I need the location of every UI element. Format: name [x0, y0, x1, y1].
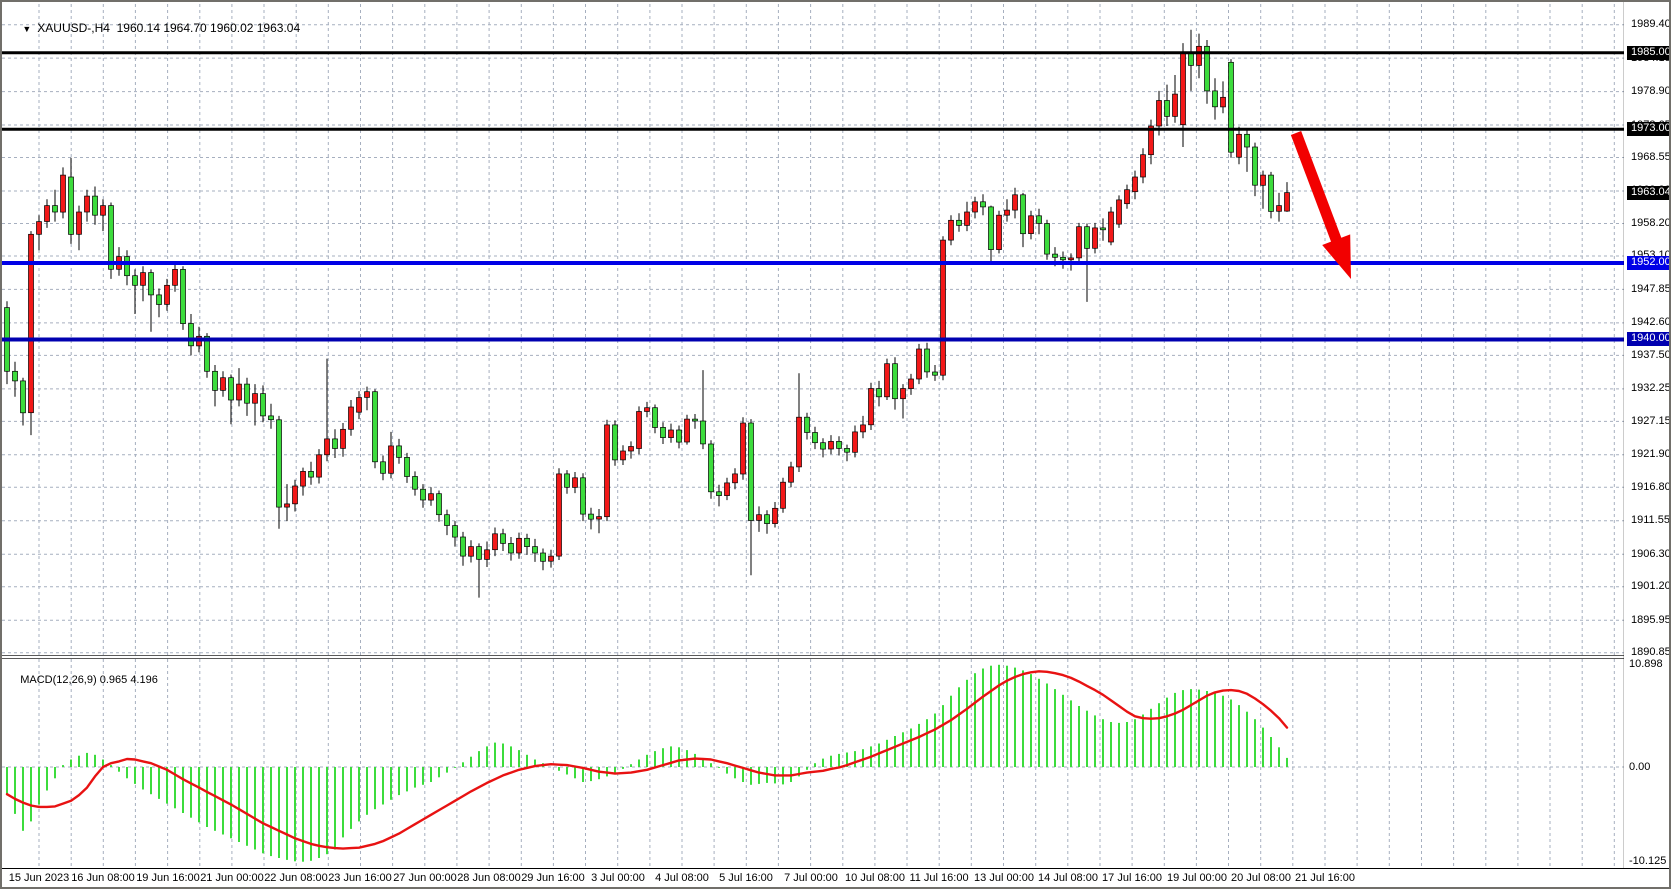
- price-grid-label: 1932.25: [1631, 382, 1671, 395]
- price-grid-label: 1916.80: [1631, 480, 1671, 493]
- time-axis[interactable]: [2, 869, 1669, 887]
- time-axis-label: 10 Jul 08:00: [845, 872, 905, 884]
- price-level-badge: 1985.00: [1627, 45, 1669, 60]
- time-axis-label: 29 Jun 16:00: [521, 872, 585, 884]
- price-level-badge: 1952.00: [1627, 255, 1669, 270]
- price-grid-label: 1989.40: [1631, 18, 1671, 31]
- price-grid-label: 1947.85: [1631, 282, 1671, 295]
- time-axis-label: 21 Jul 16:00: [1295, 872, 1355, 884]
- time-axis-label: 4 Jul 08:00: [655, 872, 709, 884]
- price-level-badge: 1940.00: [1627, 332, 1669, 347]
- time-axis-label: 11 Jul 16:00: [909, 872, 969, 884]
- time-axis-label: 28 Jun 08:00: [457, 872, 521, 884]
- symbol-dropdown-icon[interactable]: ▼: [22, 24, 32, 34]
- macd-scale-max: 10.898: [1629, 658, 1663, 671]
- time-axis-label: 3 Jul 00:00: [591, 872, 645, 884]
- time-axis-label: 15 Jun 2023: [8, 872, 70, 884]
- price-grid-label: 1921.90: [1631, 448, 1671, 461]
- macd-scale-min: -10.125: [1629, 855, 1667, 868]
- macd-signal-value: 4.196: [130, 674, 158, 686]
- macd-scale-zero: 0.00: [1629, 760, 1651, 773]
- time-axis-label: 17 Jul 16:00: [1102, 872, 1162, 884]
- price-grid-label: 1911.55: [1631, 514, 1670, 527]
- time-axis-label: 23 Jun 16:00: [328, 872, 392, 884]
- price-grid-label: 1906.30: [1631, 547, 1671, 560]
- chart-title: ▼ XAUUSD-,H4 1960.14 1964.70 1960.02 1963…: [9, 7, 300, 49]
- price-grid-label: 1895.95: [1631, 613, 1671, 626]
- time-axis-label: 20 Jul 08:00: [1231, 872, 1291, 884]
- price-level-badge: 1963.04: [1627, 185, 1669, 200]
- time-axis-label: 22 Jun 08:00: [264, 872, 328, 884]
- time-axis-label: 13 Jul 00:00: [974, 872, 1034, 884]
- price-grid-label: 1968.55: [1631, 151, 1671, 164]
- time-axis-label: 16 Jun 08:00: [71, 872, 135, 884]
- price-grid-label: 1978.90: [1631, 85, 1671, 98]
- time-axis-label: 19 Jun 16:00: [136, 872, 200, 884]
- price-grid-label: 1890.85: [1631, 646, 1671, 659]
- price-level-badge: 1973.00: [1627, 122, 1669, 137]
- time-axis-label: 21 Jun 00:00: [200, 872, 264, 884]
- time-axis-label: 5 Jul 16:00: [719, 872, 773, 884]
- macd-name: MACD(12,26,9): [20, 674, 97, 686]
- time-axis-label: 19 Jul 00:00: [1167, 872, 1227, 884]
- price-grid-label: 1937.50: [1631, 348, 1671, 361]
- price-grid-label: 1958.20: [1631, 216, 1671, 229]
- price-grid-label: 1927.15: [1631, 414, 1671, 427]
- time-axis-label: 27 Jun 00:00: [393, 872, 457, 884]
- macd-main-value: 0.965: [99, 674, 128, 686]
- title-ohlc-values: 1960.14 1964.70 1960.02 1963.04: [116, 21, 301, 35]
- time-axis-label: 14 Jul 08:00: [1038, 872, 1098, 884]
- price-grid-label: 1901.20: [1631, 580, 1671, 593]
- price-grid-label: 1942.60: [1631, 316, 1671, 329]
- time-axis-label: 7 Jul 00:00: [784, 872, 838, 884]
- price-axis[interactable]: [1624, 2, 1669, 868]
- macd-indicator-label: MACD(12,26,9) 0.965 4.196: [8, 662, 158, 698]
- symbol-period-label: XAUUSD-,H4: [37, 21, 110, 35]
